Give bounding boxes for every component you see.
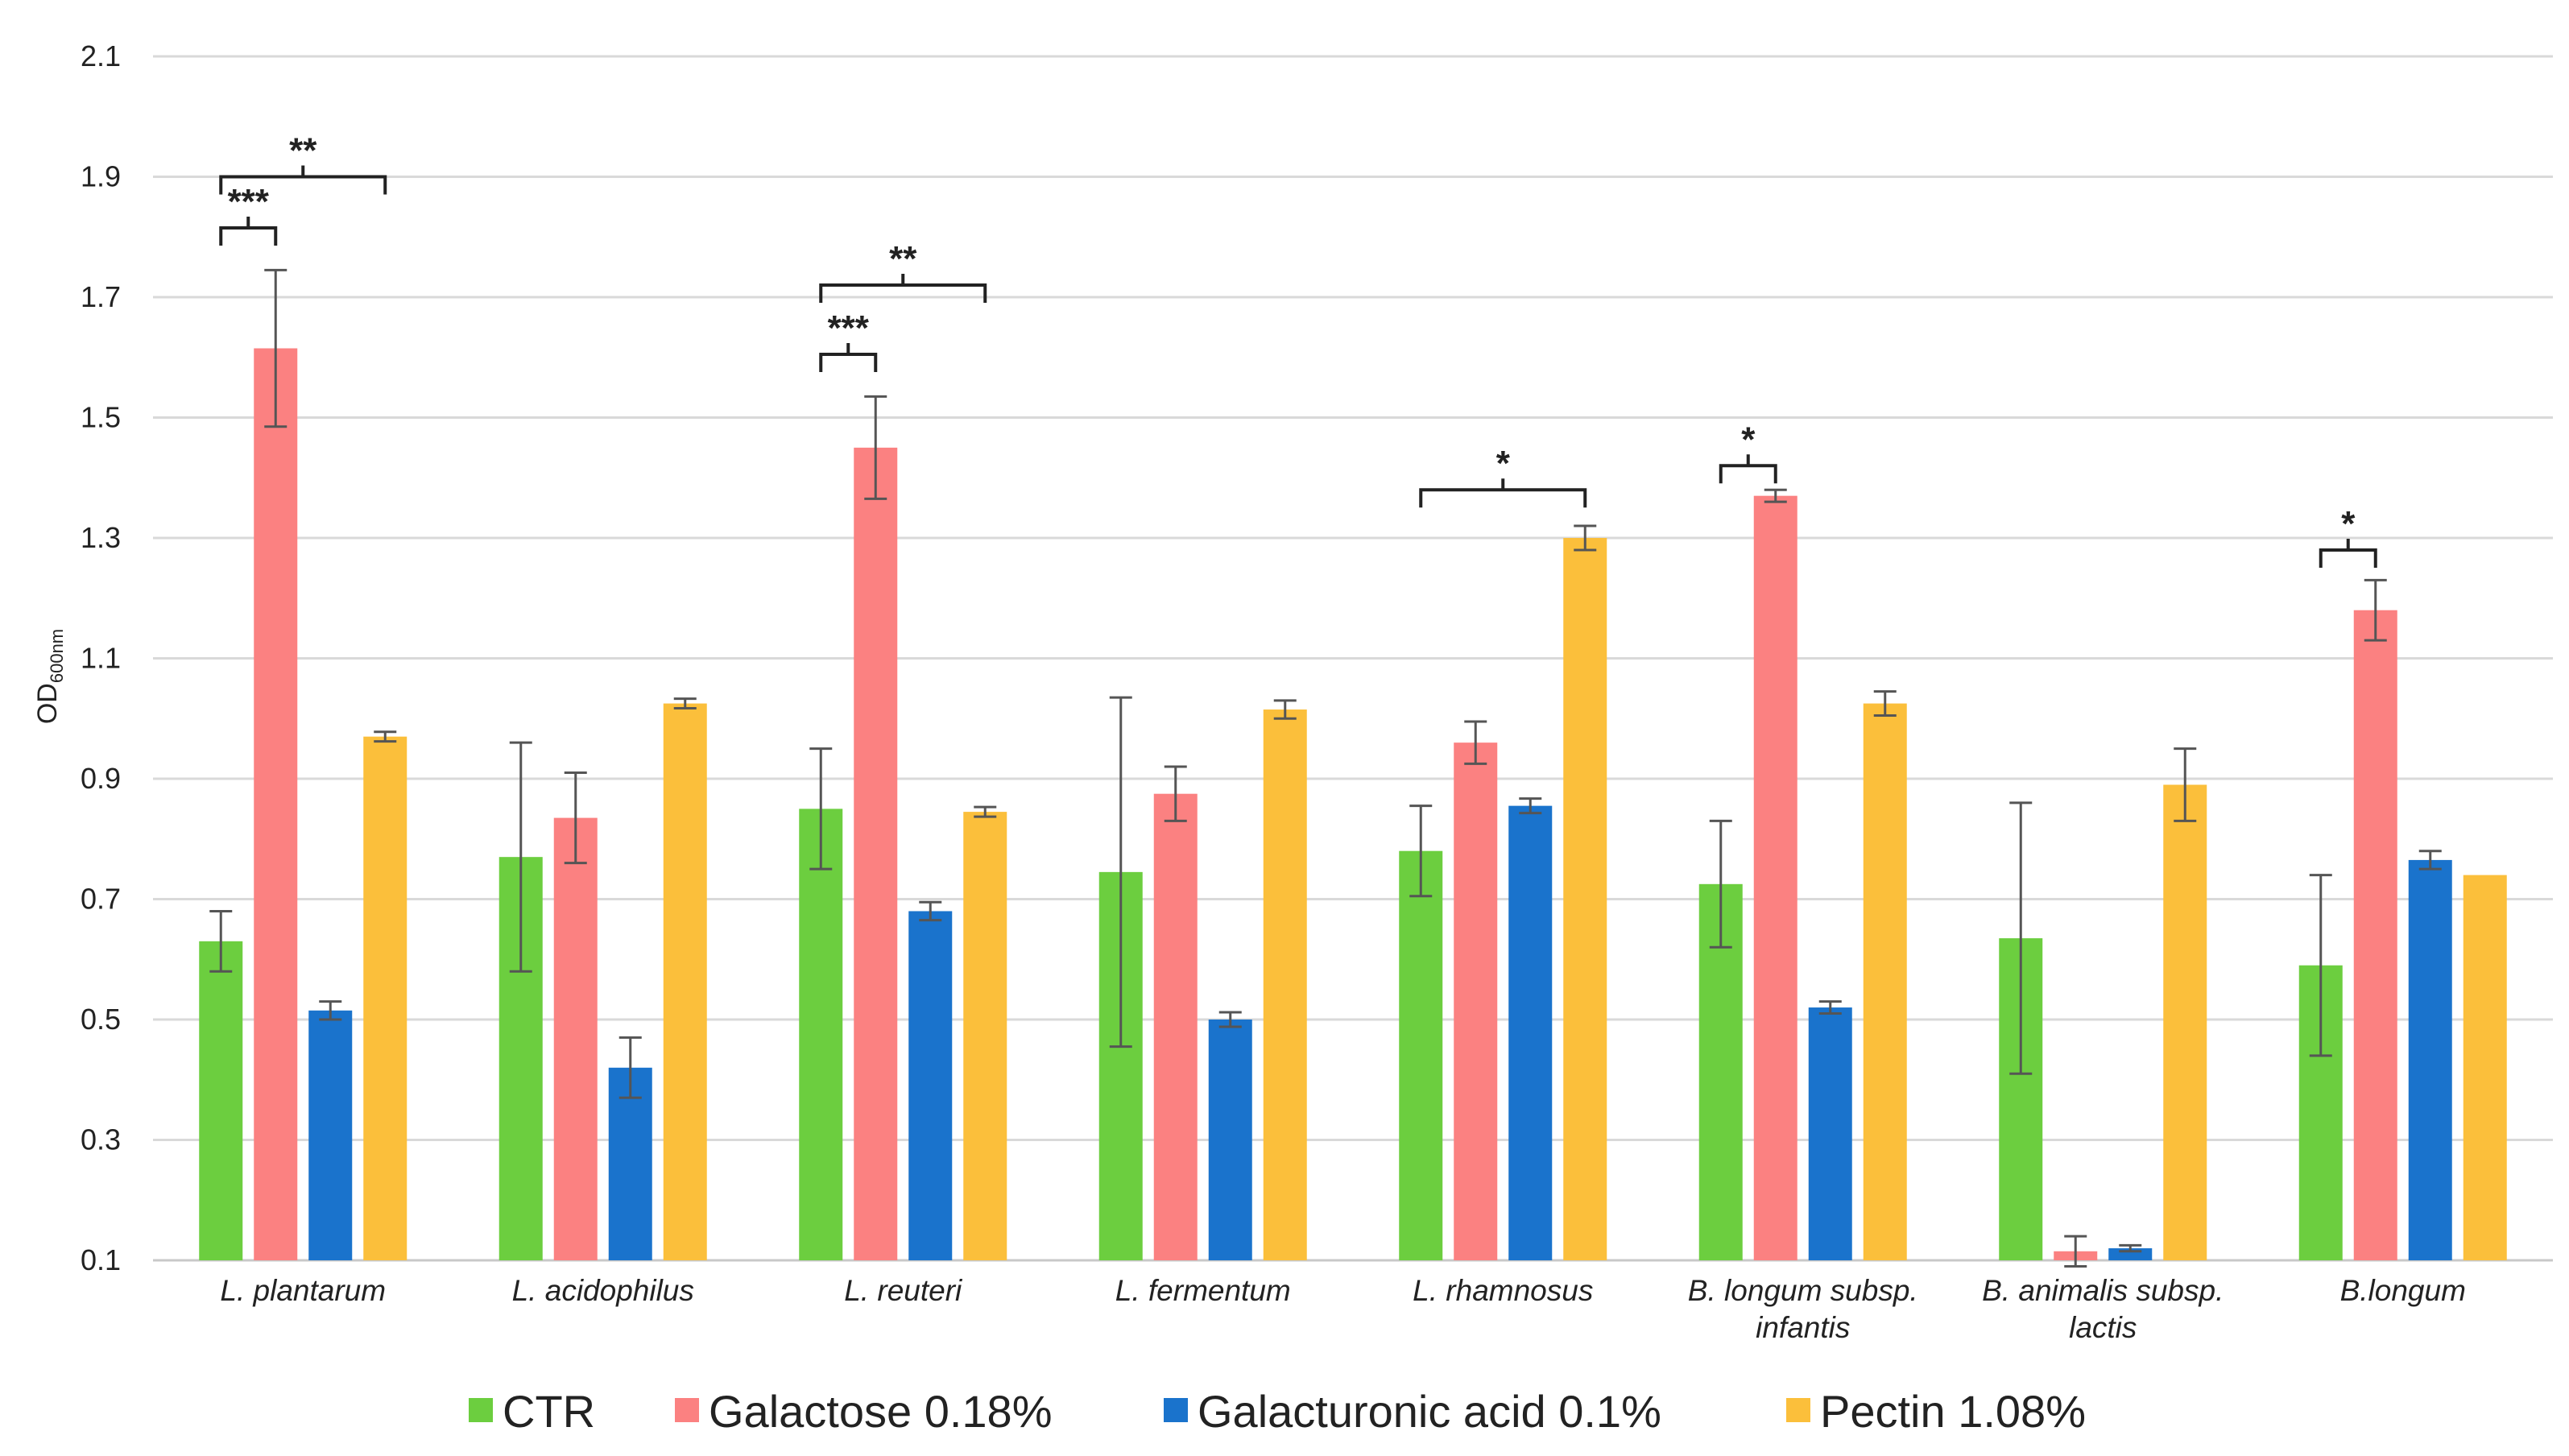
y-tick-label: 0.3	[81, 1123, 121, 1156]
category-label: L. rhamnosus	[1413, 1274, 1593, 1307]
y-tick-label: 1.7	[81, 280, 121, 313]
significance-bracket	[219, 217, 278, 246]
y-axis-label-subscript: 600nm	[47, 629, 67, 683]
y-tick-label: 0.7	[81, 883, 121, 916]
legend-label: CTR	[503, 1386, 595, 1437]
category-label: B. longum subsp.	[1688, 1274, 1918, 1307]
bar	[2163, 784, 2207, 1260]
bar	[2408, 859, 2452, 1260]
bar	[1753, 495, 1797, 1260]
error-bars	[209, 268, 2442, 1268]
bar	[254, 348, 298, 1261]
bar	[363, 736, 407, 1260]
bar	[1808, 1007, 1852, 1260]
legend-swatch	[1164, 1398, 1188, 1422]
significance-bracket	[219, 165, 387, 195]
bar	[963, 812, 1007, 1260]
legend: CTR Galactose 0.18% Galacturonic acid 0.1%…	[469, 1386, 2086, 1437]
bar	[1563, 538, 1607, 1260]
y-tick-label: 0.9	[81, 762, 121, 795]
y-tick-label: 0.5	[81, 1003, 121, 1036]
category-label: B. animalis subsp.	[1982, 1274, 2224, 1307]
category-label: infantis	[1756, 1311, 1850, 1344]
y-tick-label: 1.3	[81, 521, 121, 554]
legend-swatch	[675, 1398, 699, 1422]
significance-bracket	[819, 343, 878, 373]
legend-swatch	[469, 1398, 493, 1422]
significance-label: **	[889, 239, 917, 279]
bar	[1454, 742, 1498, 1260]
y-tick-label: 0.1	[81, 1243, 121, 1276]
significance-label: ***	[228, 182, 270, 221]
significance-bracket	[819, 274, 987, 304]
bar	[1863, 703, 1907, 1260]
y-axis-label: OD600nm	[32, 629, 67, 724]
y-tick-label: 1.5	[81, 401, 121, 434]
bar	[2463, 875, 2507, 1260]
bars	[199, 348, 2507, 1261]
bar	[1153, 793, 1198, 1260]
bar	[2353, 610, 2397, 1260]
bar	[1263, 709, 1307, 1260]
x-axis-category-labels: L. plantarum L. acidophilus L. reuteri L. f…	[220, 1274, 2465, 1344]
bar	[608, 1067, 652, 1260]
significance-bracket	[1419, 478, 1587, 508]
bar	[1508, 805, 1553, 1260]
y-tick-label: 2.1	[81, 39, 121, 72]
significance-label: *	[1496, 444, 1511, 483]
significance-label: *	[2341, 504, 2356, 544]
bar	[908, 911, 953, 1260]
bar	[663, 703, 707, 1260]
bar	[1208, 1020, 1252, 1260]
y-axis-ticks: 0.1 0.3 0.5 0.7 0.9 1.1 1.3 1.5 1.7 1.9 2.1	[81, 39, 121, 1276]
legend-swatch	[1786, 1398, 1810, 1422]
bar	[553, 817, 598, 1260]
category-label: L. reuteri	[844, 1274, 963, 1307]
category-label: B.longum	[2340, 1274, 2466, 1307]
legend-label: Galacturonic acid 0.1%	[1198, 1386, 1661, 1437]
significance-label: ***	[828, 308, 870, 348]
bar	[308, 1010, 353, 1260]
bar	[199, 941, 243, 1260]
significance-annotations: *************	[219, 131, 2377, 568]
bar	[854, 447, 898, 1260]
gridlines	[153, 55, 2553, 1262]
y-axis-label-main: OD	[32, 683, 63, 724]
legend-label: Pectin 1.08%	[1820, 1386, 2086, 1437]
category-label: L. acidophilus	[512, 1274, 694, 1307]
significance-bracket	[2319, 538, 2377, 568]
bar	[1399, 850, 1443, 1260]
significance-bracket	[1719, 454, 1777, 484]
bar	[799, 809, 843, 1260]
significance-label: *	[1741, 420, 1756, 459]
category-label: L. plantarum	[220, 1274, 386, 1307]
category-label: lactis	[2069, 1311, 2137, 1344]
y-tick-label: 1.9	[81, 160, 121, 193]
legend-label: Galactose 0.18%	[709, 1386, 1052, 1437]
category-label: L. fermentum	[1115, 1274, 1291, 1307]
y-tick-label: 1.1	[81, 642, 121, 675]
significance-label: **	[289, 131, 317, 171]
